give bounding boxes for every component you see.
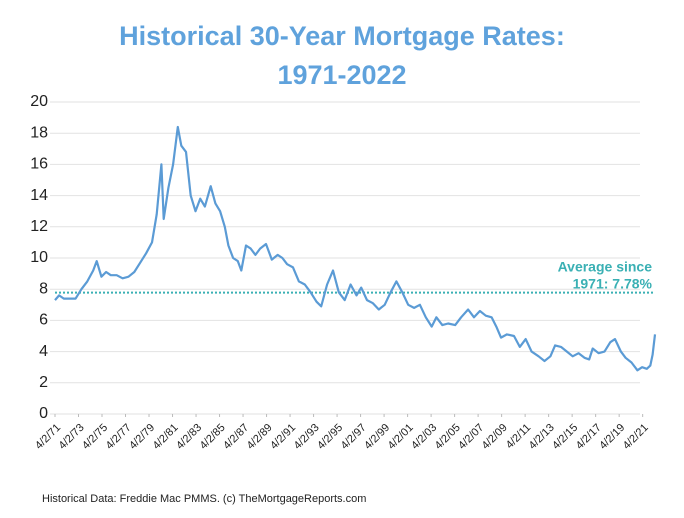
- x-tick-label: 4/2/01: [386, 422, 416, 452]
- y-tick-label: 12: [30, 218, 48, 235]
- rate-line: [54, 125, 657, 372]
- x-tick-label: 4/2/71: [33, 422, 63, 452]
- x-tick-label: 4/2/97: [339, 422, 369, 452]
- x-tick-label: 4/2/93: [292, 422, 322, 452]
- x-tick-label: 4/2/81: [151, 422, 181, 452]
- chart-title: Historical 30-Year Mortgage Rates:: [119, 21, 565, 51]
- y-tick-label: 0: [39, 405, 48, 422]
- x-tick-label: 4/2/09: [480, 422, 510, 452]
- y-tick-label: 20: [30, 93, 48, 110]
- x-tick-label: 4/2/13: [527, 422, 557, 452]
- chart-title: 1971-2022: [277, 60, 406, 90]
- y-tick-label: 10: [30, 249, 48, 266]
- x-tick-label: 4/2/17: [574, 422, 604, 452]
- x-tick-label: 4/2/85: [198, 422, 228, 452]
- y-tick-label: 2: [39, 374, 48, 391]
- x-tick-label: 4/2/19: [597, 422, 627, 452]
- x-tick-label: 4/2/99: [362, 422, 392, 452]
- x-tick-label: 4/2/79: [127, 422, 157, 452]
- x-tick-label: 4/2/07: [456, 422, 486, 452]
- x-tick-label: 4/2/87: [221, 422, 251, 452]
- average-label: Average since: [558, 259, 653, 275]
- y-tick-label: 18: [30, 124, 48, 141]
- average-label: 1971: 7.78%: [573, 276, 653, 292]
- x-tick-label: 4/2/77: [104, 422, 134, 452]
- x-tick-label: 4/2/89: [245, 422, 275, 452]
- x-tick-label: 4/2/73: [57, 422, 87, 452]
- x-tick-label: 4/2/91: [268, 422, 298, 452]
- y-tick-label: 14: [30, 187, 48, 204]
- source-note: Historical Data: Freddie Mac PMMS. (c) T…: [42, 493, 366, 505]
- y-tick-label: 6: [39, 312, 48, 329]
- x-tick-label: 4/2/95: [315, 422, 345, 452]
- x-tick-label: 4/2/83: [174, 422, 204, 452]
- y-tick-label: 4: [39, 343, 48, 360]
- x-tick-label: 4/2/05: [433, 422, 463, 452]
- y-tick-label: 8: [39, 280, 48, 297]
- x-tick-label: 4/2/21: [621, 422, 651, 452]
- x-tick-label: 4/2/15: [550, 422, 580, 452]
- y-tick-label: 16: [30, 156, 48, 173]
- x-tick-label: 4/2/75: [80, 422, 110, 452]
- x-tick-label: 4/2/03: [409, 422, 439, 452]
